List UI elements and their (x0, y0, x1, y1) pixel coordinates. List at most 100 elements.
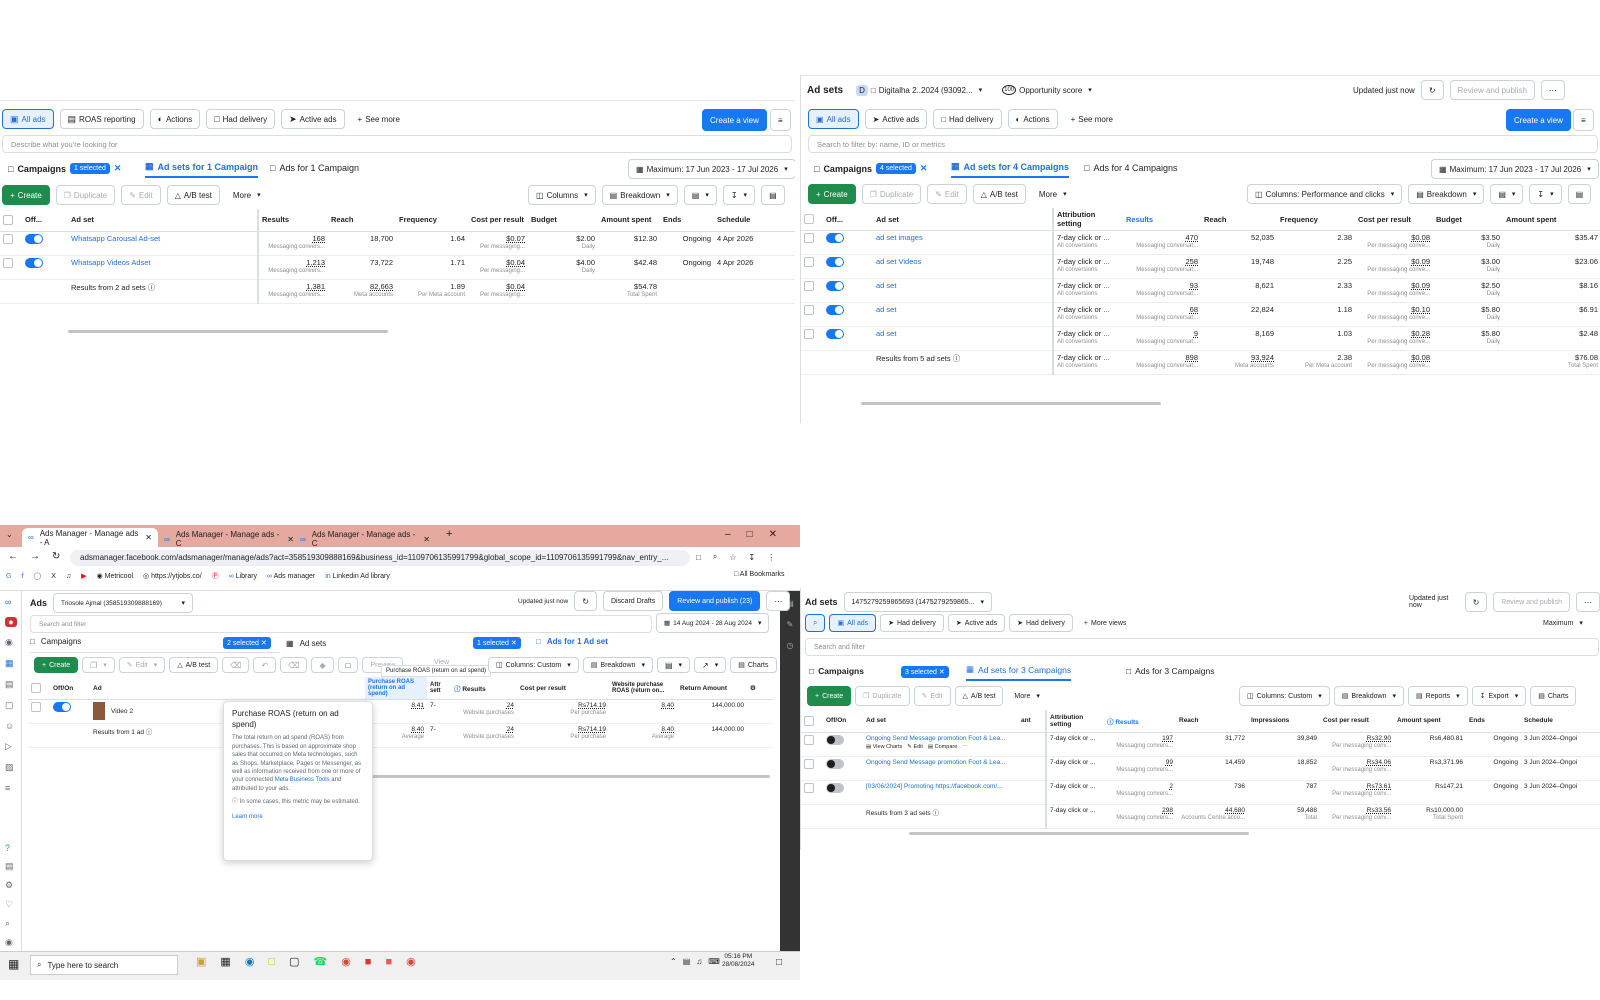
account-selector[interactable]: D □ Digitalha 2..2024 (93092... (849, 80, 990, 100)
clock[interactable]: 05:16 PM 28/08/2024 (722, 953, 755, 970)
edit-button[interactable]: ✎ Edit (927, 184, 967, 204)
row-checkbox[interactable] (804, 734, 814, 745)
breakdown-button[interactable]: ▤ Breakdown (582, 657, 653, 673)
review-publish-button[interactable]: Review and publish (1493, 592, 1570, 612)
menu-icon[interactable]: ≡ (5, 783, 11, 793)
col-reach[interactable]: Reach (328, 209, 396, 232)
search-icon[interactable]: ⌕ (5, 918, 11, 928)
row-checkbox[interactable] (804, 329, 814, 340)
col-off-on[interactable]: Off/On (50, 677, 90, 700)
select-all-checkbox[interactable] (804, 715, 814, 726)
ad-name[interactable]: Video 2 (111, 707, 133, 715)
volume-icon[interactable]: ♫ (696, 957, 703, 966)
tab-all-ads[interactable]: ▣ All ads (2, 109, 54, 129)
search-icon[interactable]: ⌕ (805, 614, 826, 632)
columns-button[interactable]: ◫ Columns: Custom (1239, 686, 1330, 706)
close-icon[interactable]: ✕ (113, 163, 122, 173)
adsets-tab[interactable]: ▦ Ad sets (286, 639, 327, 648)
browser-tab[interactable]: ∞ Ads Manager - Manage ads - C ✕ (300, 530, 430, 548)
col-attribution[interactable]: Attr sett (427, 677, 451, 700)
row-checkbox[interactable] (804, 281, 814, 292)
toggle-switch[interactable] (25, 233, 43, 244)
table-row[interactable]: Ongoing Send Message promotion Foot & Le… (801, 756, 1600, 781)
adset-name-link[interactable]: ad set (876, 305, 897, 314)
close-icon[interactable]: ✕ (145, 533, 152, 542)
col-cost-per-result[interactable]: Cost per result (517, 677, 609, 700)
table-row[interactable]: ad set 7-day click or ... All conversions 9… (801, 278, 1600, 303)
col-frequency[interactable]: Frequency (1277, 208, 1355, 231)
tab-had-delivery[interactable]: □ Had delivery (933, 109, 1002, 129)
maximize-icon[interactable]: □ (746, 529, 753, 540)
more-options-icon[interactable]: ⋯ (766, 591, 791, 611)
col-schedule[interactable]: Schedule (714, 209, 795, 232)
windows-start-icon[interactable]: ▦ (8, 957, 20, 971)
settings-icon[interactable]: ⚙ (5, 880, 14, 890)
toggle-switch[interactable] (826, 734, 844, 745)
more-options-icon[interactable]: ⋯ (1576, 592, 1600, 612)
network-icon[interactable]: ▤ (682, 957, 691, 966)
tray-up-icon[interactable]: ⌃ (670, 957, 677, 966)
tab-all-ads[interactable]: ▣ All ads (829, 614, 877, 632)
campaigns-tab[interactable]: □ Campaigns 1 selected ✕ (8, 163, 122, 174)
toggle-switch[interactable] (826, 782, 844, 793)
linkedin-bookmark[interactable]: in Linkedin Ad library (325, 572, 390, 580)
tab-had-delivery[interactable]: ➤ Had delivery (880, 614, 944, 632)
discard-drafts-button[interactable]: Discard Drafts (602, 591, 664, 611)
facebook-icon[interactable]: f (21, 572, 24, 580)
date-range-picker[interactable]: ▦ Maximum: 17 Jun 2023 - 17 Jul 2026 (628, 159, 795, 179)
account-selector[interactable]: Triosole Ajmal (358519309888169) (53, 593, 194, 613)
adsets-selected-badge[interactable]: 1 selected ✕ (473, 637, 521, 649)
tab-active-ads[interactable]: ➤ Active ads (947, 614, 1006, 632)
account-selector[interactable]: 1475279259865693 (1475279259865... (843, 592, 993, 612)
more-options-icon[interactable]: ⋯ (1540, 80, 1565, 100)
selected-badge[interactable]: 3 selected ✕ (901, 666, 949, 678)
row-checkbox[interactable] (31, 702, 41, 712)
file-explorer-icon[interactable]: □ (268, 955, 276, 968)
chrome-icon[interactable]: ◉ (341, 956, 351, 968)
task-view-icon[interactable]: ▦ (220, 956, 231, 968)
view-button[interactable]: View (434, 659, 450, 666)
history-icon[interactable]: ◷ (786, 641, 794, 650)
ytjobs-bookmark[interactable]: ◎ https://ytjobs.co/ (143, 573, 202, 580)
refresh-icon[interactable]: ↻ (1464, 592, 1488, 612)
col-amount-spent[interactable]: Amount spent (1394, 710, 1466, 733)
export-button[interactable]: ↧ (722, 185, 756, 205)
create-button[interactable]: + Create (34, 657, 79, 673)
row-checkbox[interactable] (3, 257, 13, 268)
col-off-on[interactable]: Off/On (823, 710, 863, 733)
toggle-switch[interactable] (53, 702, 71, 712)
edge-icon[interactable]: ◉ (244, 956, 255, 968)
col-ant[interactable]: ant (1018, 710, 1047, 733)
opportunity-score[interactable]: 100 Opportunity score (995, 80, 1099, 100)
comment-icon[interactable]: □ (337, 657, 359, 673)
more-menu[interactable]: More (225, 185, 268, 205)
columns-button[interactable]: ◫ Columns: Performance and clicks (1247, 184, 1403, 204)
horizontal-scrollbar[interactable] (861, 402, 1161, 405)
megaphone-icon[interactable]: ▷ (5, 741, 12, 751)
ab-test-button[interactable]: △ A/B test (972, 184, 1026, 204)
app-icon-2[interactable]: ■ (364, 955, 372, 968)
col-ends[interactable]: Ends (660, 209, 714, 232)
col-off-on[interactable]: Off... (22, 209, 68, 232)
export-button[interactable]: ↗ (694, 657, 727, 673)
ads-manager-bookmark[interactable]: ∞ Ads manager (267, 572, 316, 580)
col-results[interactable]: Results (1123, 208, 1201, 231)
delete-icon[interactable]: ⌫ (222, 657, 250, 673)
refresh-icon[interactable]: ↻ (574, 591, 597, 611)
adset-name-link[interactable]: ad set (876, 281, 897, 290)
taskbar-search[interactable]: ⌕ Type here to search (30, 955, 178, 975)
toggle-switch[interactable] (826, 281, 844, 292)
tag-icon[interactable]: ◆ (311, 657, 334, 673)
pages-icon[interactable]: ▤ (5, 679, 14, 689)
instagram-icon[interactable]: ◯ (33, 573, 42, 580)
adset-name-link[interactable]: ad set Videos (876, 257, 922, 266)
adsets-tab[interactable]: ▦ Ad sets for 4 Campaigns (951, 161, 1070, 178)
col-return-amount[interactable]: Return Amount (677, 677, 747, 700)
horizontal-scrollbar[interactable] (68, 330, 388, 333)
campaigns-tab[interactable]: □ Campaigns (30, 637, 280, 653)
info-icon[interactable]: ⓘ (147, 282, 156, 292)
tab-had-delivery-2[interactable]: ➤ Had delivery (1009, 614, 1073, 632)
table-row[interactable]: [03/06/2024] Promoting https://facebook.… (801, 780, 1600, 805)
reports-button[interactable]: ▤ (656, 657, 691, 673)
learn-more-link[interactable]: Learn more (232, 813, 263, 820)
